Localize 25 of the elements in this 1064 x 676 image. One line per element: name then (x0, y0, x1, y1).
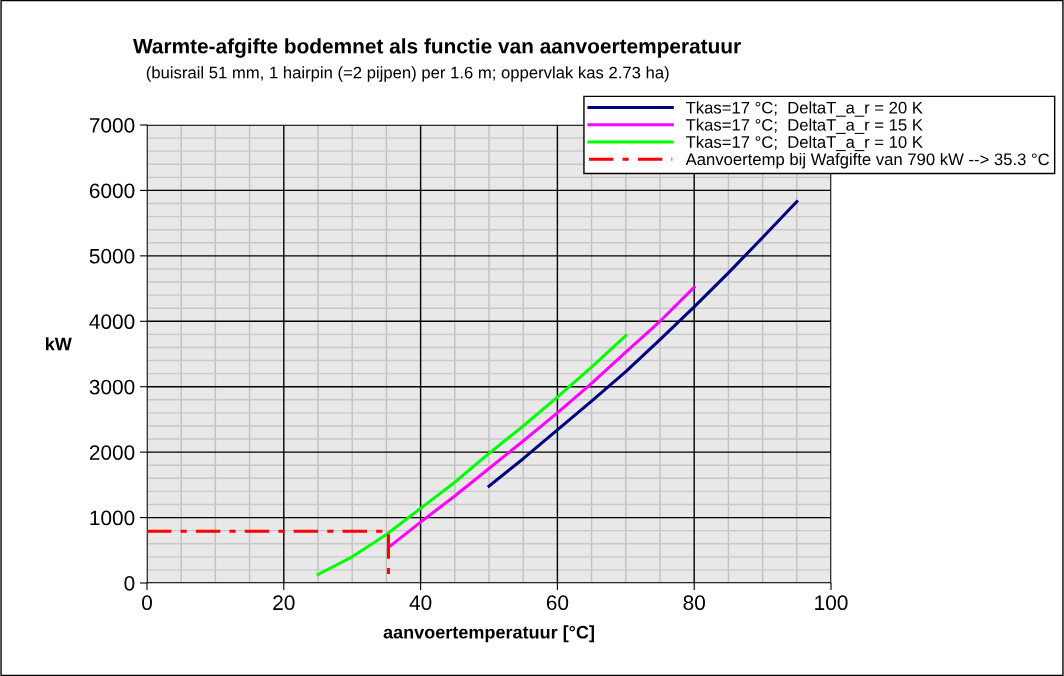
legend-label: Tkas=17 °C; DeltaT_a_r = 20 K (685, 101, 923, 117)
x-tick-label: 40 (409, 595, 432, 611)
y-tick-label: 0 (124, 576, 135, 591)
legend-label: Aanvoertemp bij Wafgifte van 790 kW --> 35.3 °C (685, 152, 1050, 169)
y-tick-label: 1000 (90, 510, 135, 526)
y-tick-label: 4000 (89, 314, 135, 330)
x-axis-title: aanvoertemperatuur [°C] (383, 625, 594, 643)
y-tick-label: 3000 (89, 379, 135, 395)
y-tick-label: 2000 (89, 445, 135, 460)
y-axis-title: kW (46, 337, 72, 351)
x-tick-label: 80 (683, 595, 705, 611)
line-series (487, 200, 799, 488)
x-tick-label: 60 (546, 595, 569, 611)
line-series (316, 334, 628, 577)
line-series (388, 285, 696, 548)
x-tick-label: 100 (815, 595, 848, 611)
legend-label: Tkas=17 °C; DeltaT_a_r = 10 K (685, 135, 923, 152)
y-tick-label: 7000 (89, 118, 135, 133)
y-tick-label: 5000 (89, 248, 135, 264)
x-tick-label: 0 (142, 595, 152, 611)
chart-subtitle: (buisrail 51 mm, 1 hairpin (=2 pijpen) per 1.6 m; oppervlak kas 2.73 ha) (146, 66, 669, 82)
y-tick-label: 6000 (89, 183, 135, 199)
legend-label: Tkas=17 °C; DeltaT_a_r = 15 K (685, 118, 923, 134)
chart-title: Warmte-afgifte bodemnet als functie van aanvoertemperatuur (133, 38, 741, 58)
x-tick-label: 20 (273, 595, 295, 611)
